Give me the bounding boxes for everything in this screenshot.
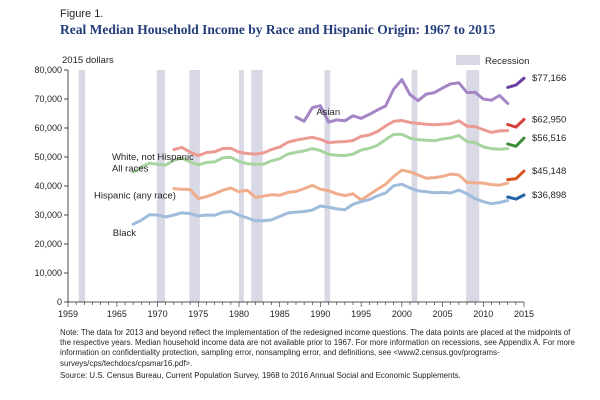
series-line-all-races bbox=[131, 132, 510, 174]
series-label-all-races: All races bbox=[112, 164, 149, 175]
end-value-label-asian: $77,166 bbox=[532, 73, 566, 84]
recession-band bbox=[78, 70, 86, 302]
x-tick-label: 1975 bbox=[188, 309, 208, 319]
y-tick-label: 30,000 bbox=[34, 210, 62, 220]
recession-band bbox=[324, 70, 331, 302]
recession-bands bbox=[78, 70, 480, 302]
series-line-white-not-hispanic-redesigned bbox=[506, 117, 526, 129]
income-line-chart: 0 10,000 20,000 30,000 40,000 50,000 60,000 70,… bbox=[34, 55, 566, 319]
end-value-label-all-races: $56,516 bbox=[532, 133, 566, 144]
x-tick-label: 1970 bbox=[148, 309, 168, 319]
series-label-black: Black bbox=[113, 228, 136, 239]
y-tick-label: 0 bbox=[57, 297, 62, 307]
end-value-label-hispanic-any-race: $45,148 bbox=[532, 166, 566, 177]
legend: Recession bbox=[456, 55, 529, 67]
recession-band bbox=[411, 70, 418, 302]
recession-band bbox=[466, 70, 480, 302]
source-text: Source: U.S. Census Bureau, Current Popu… bbox=[60, 370, 461, 380]
x-tick-label: 2015 bbox=[514, 309, 534, 319]
y-tick-label: 70,000 bbox=[34, 94, 62, 104]
end-value-label-white-not-hispanic: $62,950 bbox=[532, 114, 566, 125]
recession-band bbox=[239, 70, 244, 302]
x-tick-label: 2010 bbox=[473, 309, 493, 319]
chart-title: Real Median Household Income by Race and… bbox=[60, 22, 496, 37]
end-value-label-black: $36,898 bbox=[532, 190, 566, 201]
series-label-white-not-hispanic: White, not Hispanic bbox=[112, 152, 194, 163]
x-tick-label: 2000 bbox=[392, 309, 412, 319]
recession-legend-label: Recession bbox=[485, 56, 529, 67]
y-unit-label: 2015 dollars bbox=[62, 55, 114, 66]
y-tick-label: 10,000 bbox=[34, 268, 62, 278]
series-line-white-not-hispanic bbox=[172, 119, 510, 158]
x-tick-label: 2005 bbox=[433, 309, 453, 319]
series-line-all-races-redesigned bbox=[506, 136, 526, 148]
series-lines bbox=[131, 76, 526, 226]
recession-band bbox=[156, 70, 165, 302]
x-tick-label: 1959 bbox=[58, 309, 78, 319]
note-text: Note: The data for 2013 and beyond refle… bbox=[60, 328, 575, 368]
x-tick-label: 1965 bbox=[107, 309, 127, 319]
series-line-hispanic-any-race-redesigned bbox=[506, 169, 526, 182]
recession-band bbox=[251, 70, 263, 302]
series-label-hispanic-any-race: Hispanic (any race) bbox=[94, 190, 176, 201]
y-tick-label: 60,000 bbox=[34, 123, 62, 133]
x-tick-label: 1985 bbox=[270, 309, 290, 319]
series-labels: Asian $77,166 White, not Hispanic $62,950 Al… bbox=[94, 73, 566, 239]
y-tick-label: 50,000 bbox=[34, 152, 62, 162]
x-tick-label: 1990 bbox=[310, 309, 330, 319]
series-label-asian: Asian bbox=[316, 107, 340, 118]
notes: Note: The data for 2013 and beyond refle… bbox=[60, 328, 580, 381]
x-tick-label: 1995 bbox=[351, 309, 371, 319]
y-tick-label: 20,000 bbox=[34, 239, 62, 249]
series-line-black bbox=[131, 182, 510, 226]
series-line-asian bbox=[294, 78, 510, 124]
series-line-asian-redesigned bbox=[506, 76, 526, 89]
y-tick-label: 40,000 bbox=[34, 181, 62, 191]
recession-band bbox=[189, 70, 200, 302]
recession-legend-swatch bbox=[456, 55, 480, 65]
y-tick-label: 80,000 bbox=[34, 65, 62, 75]
axes: 0 10,000 20,000 30,000 40,000 50,000 60,000 70,… bbox=[34, 65, 534, 319]
x-tick-label: 1980 bbox=[229, 309, 249, 319]
series-line-black-redesigned bbox=[506, 193, 526, 201]
figure-label: Figure 1. bbox=[60, 8, 104, 20]
series-line-hispanic-any-race bbox=[172, 168, 510, 202]
